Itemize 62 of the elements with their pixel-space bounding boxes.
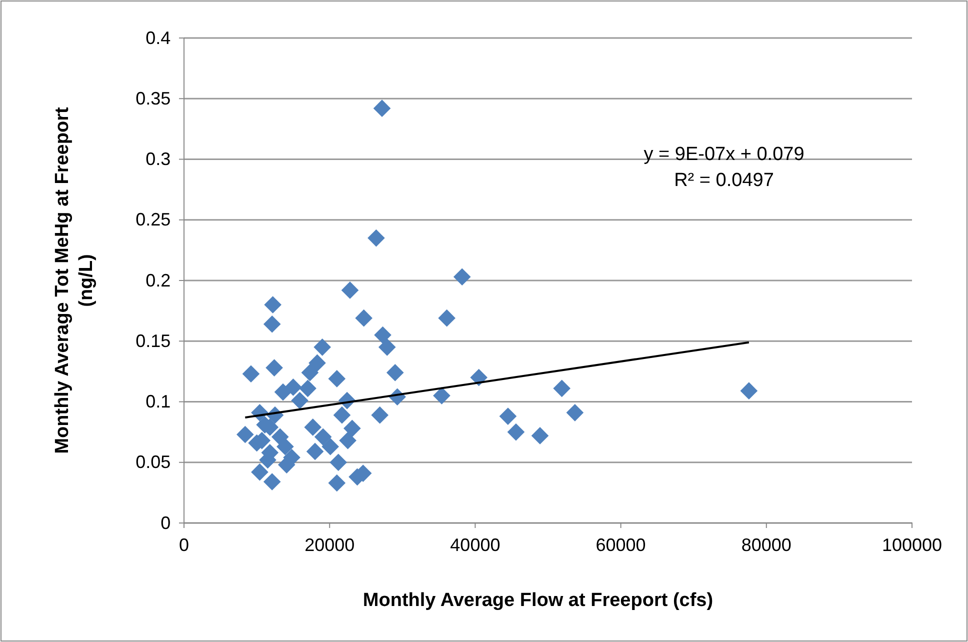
point [291, 392, 308, 410]
point [740, 382, 758, 400]
point [263, 315, 281, 333]
point [470, 368, 488, 386]
y-tick-label: 0.3 [146, 149, 171, 170]
point [251, 463, 268, 481]
point [333, 406, 351, 424]
point [276, 438, 294, 456]
y-tick-label: 0.1 [146, 392, 171, 412]
point [314, 428, 332, 446]
point [566, 404, 584, 422]
point [371, 406, 388, 424]
x-tick-label: 40000 [450, 534, 500, 555]
y-tick-label: 0.4 [146, 28, 171, 48]
point [433, 387, 450, 404]
point [328, 370, 346, 388]
point [499, 408, 517, 425]
point [507, 423, 525, 441]
y-axis-title: Monthly Average Tot MeHg at Freeport (ng/L) [52, 106, 97, 454]
point [531, 427, 549, 444]
y-tick-label: 0.2 [146, 270, 171, 290]
point [339, 432, 356, 450]
y-tick-label: 0 [160, 512, 171, 533]
point [438, 309, 456, 327]
point [264, 296, 282, 314]
point [368, 229, 385, 247]
point [344, 420, 361, 438]
x-tick-label: 60000 [596, 534, 646, 555]
x-tick-label: 100000 [882, 534, 942, 555]
y-tick-label: 0.25 [136, 210, 171, 230]
point [453, 268, 471, 286]
point [374, 326, 392, 344]
point [330, 454, 347, 472]
y-tick-label: 0.15 [136, 330, 171, 351]
point [306, 442, 324, 460]
point [284, 378, 302, 396]
point [299, 380, 316, 398]
point [266, 359, 283, 376]
point [553, 380, 570, 398]
annotation: y = 9E-07x + 0.079 [644, 144, 804, 165]
point [236, 426, 254, 444]
point [304, 418, 322, 436]
point [263, 473, 281, 490]
y-tick-label: 0.35 [136, 88, 171, 108]
point [242, 365, 260, 383]
x-tick-label: 0 [178, 534, 190, 555]
annotation: R² = 0.0497 [674, 170, 774, 191]
point [378, 338, 396, 356]
point [301, 364, 319, 382]
point [328, 474, 346, 492]
point [355, 309, 372, 327]
point [373, 100, 391, 117]
x-axis-title: Monthly Average Flow at Freeport (cfs) [362, 590, 714, 611]
point [274, 383, 292, 401]
point [341, 282, 359, 299]
y-tick-label: 0.05 [136, 452, 171, 472]
x-tick-label: 20000 [304, 534, 355, 555]
x-tick-label: 80000 [741, 534, 792, 555]
point [308, 354, 326, 372]
point [322, 438, 339, 456]
point [314, 338, 331, 356]
point [386, 364, 404, 382]
